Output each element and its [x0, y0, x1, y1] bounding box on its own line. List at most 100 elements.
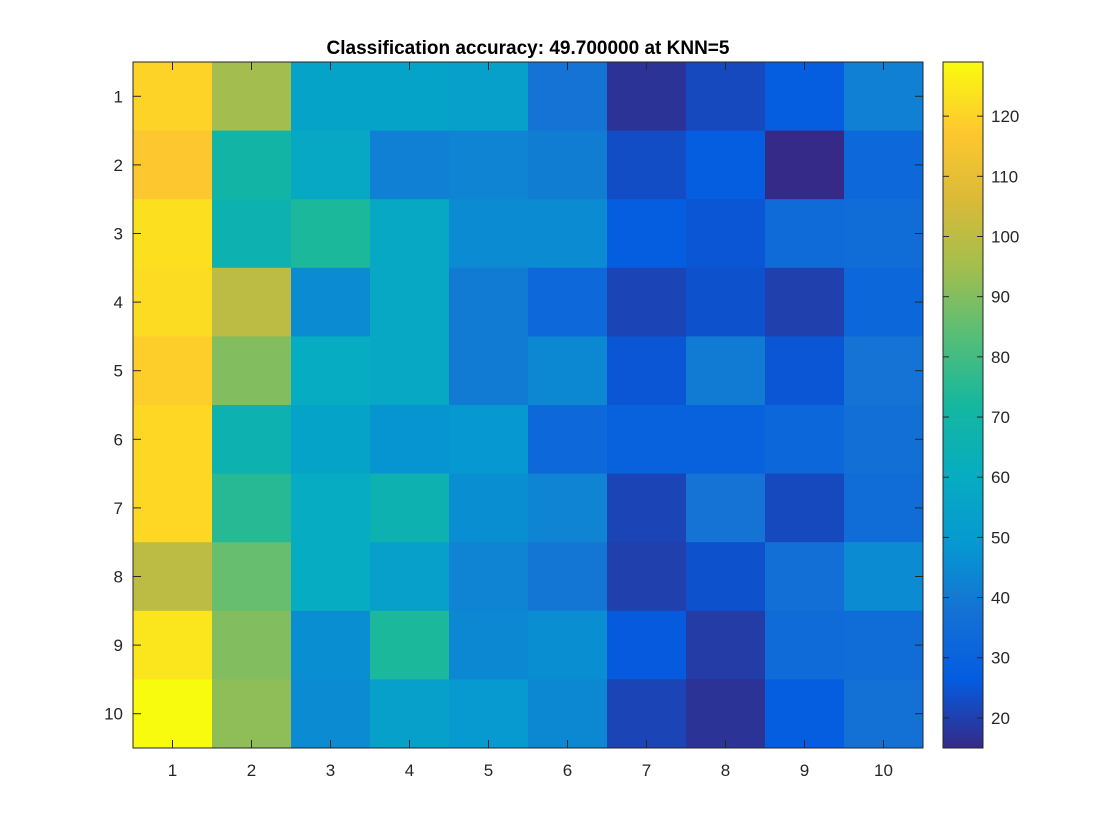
heatmap-cell — [686, 405, 766, 474]
heatmap-cell — [212, 542, 292, 611]
heatmap-cell — [291, 268, 371, 337]
heatmap-cell — [370, 199, 450, 268]
heatmap-cell — [528, 336, 608, 405]
heatmap-cell — [133, 199, 213, 268]
heatmap-cell — [133, 611, 213, 680]
heatmap-cell — [607, 679, 687, 748]
colorbar-tick-label: 30 — [991, 649, 1010, 668]
heatmap-cell — [844, 542, 924, 611]
heatmap-cell — [844, 679, 924, 748]
y-tick-label: 9 — [114, 636, 123, 655]
y-tick-label: 7 — [114, 499, 123, 518]
y-tick-label: 2 — [114, 156, 123, 175]
x-tick-label: 10 — [874, 761, 893, 780]
heatmap-cell — [607, 268, 687, 337]
heatmap-cell — [133, 268, 213, 337]
heatmap-cell — [844, 268, 924, 337]
heatmap-cell — [212, 131, 292, 200]
heatmap-cell — [607, 131, 687, 200]
heatmap-cell — [686, 611, 766, 680]
heatmap-cell — [844, 131, 924, 200]
heatmap-cell — [449, 199, 529, 268]
heatmap-cell — [765, 62, 845, 131]
heatmap-cell — [370, 542, 450, 611]
heatmap-cell — [212, 474, 292, 543]
x-tick-label: 7 — [642, 761, 651, 780]
heatmap-cell — [133, 62, 213, 131]
colorbar-tick-label: 20 — [991, 709, 1010, 728]
heatmap-cell — [844, 336, 924, 405]
heatmap-cell — [686, 268, 766, 337]
heatmap-cells — [133, 62, 924, 749]
heatmap-cell — [765, 268, 845, 337]
heatmap-cell — [133, 679, 213, 748]
heatmap-cell — [212, 268, 292, 337]
heatmap-cell — [686, 542, 766, 611]
heatmap-cell — [686, 199, 766, 268]
heatmap-cell — [528, 62, 608, 131]
heatmap-cell — [765, 199, 845, 268]
heatmap-cell — [370, 474, 450, 543]
heatmap-cell — [449, 62, 529, 131]
heatmap-cell — [686, 131, 766, 200]
heatmap-cell — [449, 131, 529, 200]
colorbar-tick-label: 90 — [991, 288, 1010, 307]
heatmap-cell — [528, 405, 608, 474]
x-tick-label: 1 — [168, 761, 177, 780]
heatmap-cell — [449, 679, 529, 748]
chart-title: Classification accuracy: 49.700000 at KN… — [327, 38, 730, 59]
heatmap-cell — [686, 336, 766, 405]
heatmap-cell — [291, 62, 371, 131]
heatmap-cell — [686, 474, 766, 543]
x-tick-label: 8 — [721, 761, 730, 780]
heatmap-cell — [291, 474, 371, 543]
heatmap-cell — [765, 131, 845, 200]
heatmap-cell — [291, 611, 371, 680]
colorbar-tick-label: 70 — [991, 408, 1010, 427]
heatmap-cell — [765, 336, 845, 405]
heatmap-cell — [212, 62, 292, 131]
heatmap-cell — [607, 336, 687, 405]
colorbar-tick-label: 60 — [991, 468, 1010, 487]
heatmap-cell — [686, 62, 766, 131]
heatmap-cell — [370, 336, 450, 405]
heatmap-cell — [528, 542, 608, 611]
heatmap-cell — [449, 268, 529, 337]
y-tick-label: 10 — [104, 705, 123, 724]
y-tick-label: 6 — [114, 430, 123, 449]
heatmap-cell — [291, 199, 371, 268]
heatmap-cell — [449, 405, 529, 474]
colorbar-tick-label: 100 — [991, 228, 1019, 247]
y-tick-label: 3 — [114, 225, 123, 244]
heatmap-cell — [844, 199, 924, 268]
heatmap-cell — [449, 542, 529, 611]
colorbar — [943, 62, 983, 748]
heatmap-cell — [844, 474, 924, 543]
heatmap-cell — [133, 336, 213, 405]
heatmap-cell — [370, 268, 450, 337]
heatmap-cell — [765, 611, 845, 680]
x-tick-label: 6 — [563, 761, 572, 780]
heatmap-cell — [607, 405, 687, 474]
x-tick-label: 5 — [484, 761, 493, 780]
heatmap-cell — [844, 62, 924, 131]
heatmap-cell — [370, 62, 450, 131]
heatmap-cell — [133, 542, 213, 611]
heatmap-cell — [212, 336, 292, 405]
heatmap-cell — [607, 474, 687, 543]
heatmap-cell — [844, 405, 924, 474]
y-tick-label: 5 — [114, 362, 123, 381]
heatmap-cell — [528, 131, 608, 200]
colorbar-tick-label: 120 — [991, 107, 1019, 126]
heatmap-cell — [291, 542, 371, 611]
heatmap-cell — [449, 611, 529, 680]
heatmap-cell — [449, 474, 529, 543]
heatmap-cell — [528, 474, 608, 543]
heatmap-cell — [528, 268, 608, 337]
colorbar-tick-label: 80 — [991, 348, 1010, 367]
heatmap-cell — [370, 405, 450, 474]
heatmap-cell — [212, 611, 292, 680]
x-tick-label: 4 — [405, 761, 414, 780]
colorbar-tick-label: 40 — [991, 589, 1010, 608]
